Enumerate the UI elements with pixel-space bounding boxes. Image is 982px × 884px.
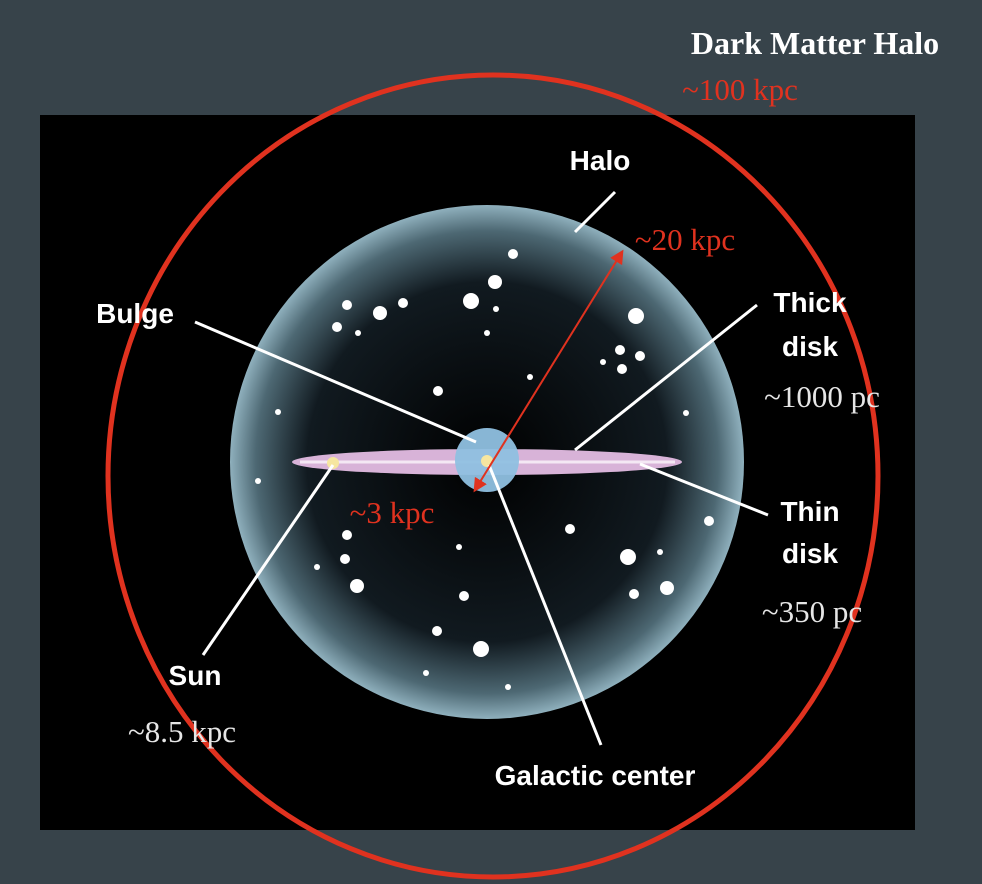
thin-disk-scale: ~350 pc [762, 594, 862, 629]
thin-disk-label: Thin [780, 496, 839, 527]
galactic-center-label: Galactic center [495, 760, 696, 791]
diagram: Dark Matter Halo ~100 kpc Halo ~20 kpc B… [0, 0, 982, 884]
thick-disk-scale: ~1000 pc [764, 379, 880, 414]
bulge-label: Bulge [96, 298, 174, 329]
halo-scale: ~20 kpc [635, 222, 735, 257]
title: Dark Matter Halo [691, 25, 939, 61]
thick-disk-label: Thick [773, 287, 847, 318]
halo-label: Halo [570, 145, 631, 176]
thick-disk-label: disk [782, 331, 838, 362]
thin-disk-label: disk [782, 538, 838, 569]
title-scale: ~100 kpc [682, 72, 798, 107]
bulge-scale: ~3 kpc [350, 495, 435, 530]
sun-scale: ~8.5 kpc [128, 714, 236, 749]
sun-label: Sun [169, 660, 222, 691]
